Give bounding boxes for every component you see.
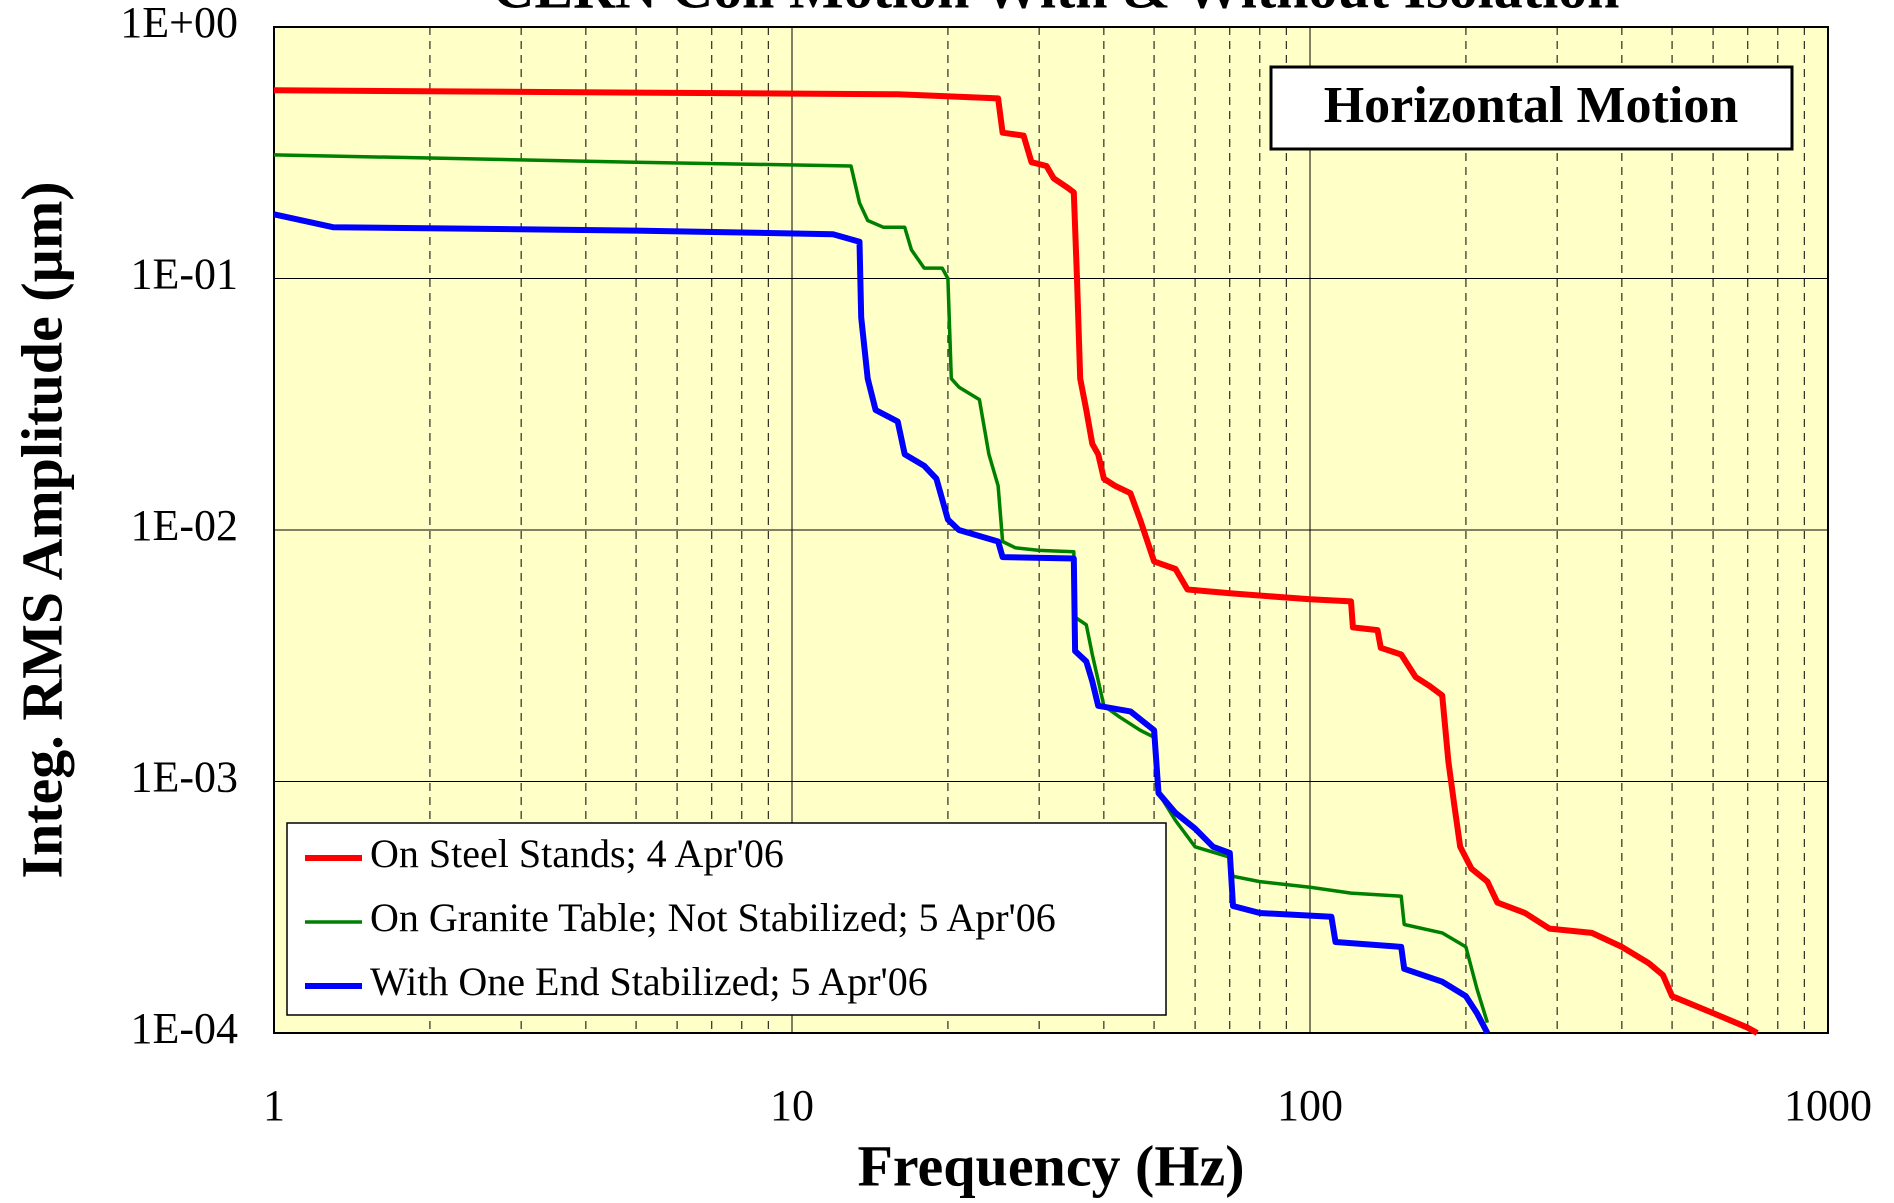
annotation: Horizontal Motion <box>1324 77 1739 134</box>
x-tick-label: 1 <box>263 1081 285 1130</box>
y-tick-label: 1E-04 <box>130 1004 238 1053</box>
x-axis-title: Frequency (Hz) <box>857 1133 1244 1198</box>
plot-border <box>273 26 1829 1034</box>
y-axis-title: Integ. RMS Amplitude (µm) <box>9 181 74 878</box>
chart-title: CERN Coil Motion With & Without Isolatio… <box>493 0 1620 20</box>
x-tick-label: 1000 <box>1784 1081 1872 1130</box>
y-tick-label: 1E+00 <box>120 0 238 47</box>
legend-box <box>286 822 1167 1016</box>
y-tick-label: 1E-01 <box>130 250 238 299</box>
y-tick-label: 1E-03 <box>130 753 238 802</box>
legend-label: On Granite Table; Not Stabilized; 5 Apr'… <box>370 895 1056 940</box>
annotation-box <box>1269 65 1794 151</box>
x-tick-label: 100 <box>1277 1081 1343 1130</box>
legend-label: With One End Stabilized; 5 Apr'06 <box>370 959 928 1004</box>
series-line <box>273 211 1491 1035</box>
x-tick-label: 10 <box>770 1081 814 1130</box>
y-tick-label: 1E-02 <box>130 501 238 550</box>
legend-label: On Steel Stands; 4 Apr'06 <box>370 831 784 876</box>
series-line <box>273 87 1759 1036</box>
